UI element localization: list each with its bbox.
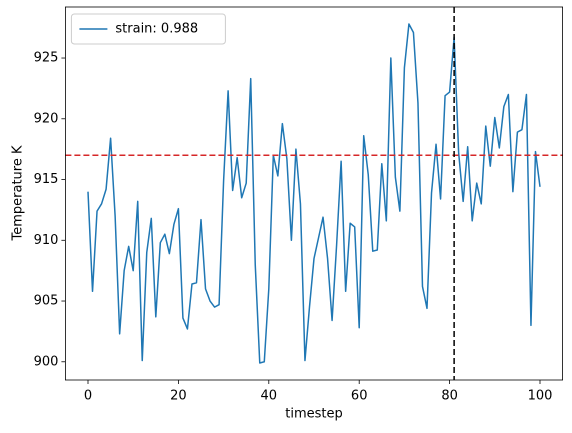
x-axis-label: timestep xyxy=(285,407,343,422)
legend-label: strain: 0.988 xyxy=(115,22,198,37)
y-tick-label: 910 xyxy=(34,233,59,248)
plot-frame xyxy=(65,6,564,381)
x-tick-label: 20 xyxy=(170,389,187,404)
y-tick-label: 915 xyxy=(34,172,59,187)
x-tick-label: 100 xyxy=(528,389,553,404)
x-tick-label: 60 xyxy=(351,389,368,404)
y-tick-label: 900 xyxy=(34,354,59,369)
x-tick-label: 0 xyxy=(84,389,92,404)
x-tick-label: 80 xyxy=(441,389,458,404)
y-axis-label: Temperature K xyxy=(11,145,26,241)
y-tick-label: 905 xyxy=(34,294,59,309)
y-tick-label: 925 xyxy=(34,51,59,66)
y-tick-label: 920 xyxy=(34,111,59,126)
x-tick-label: 40 xyxy=(261,389,278,404)
data-line xyxy=(87,23,541,364)
legend-box xyxy=(70,13,226,45)
